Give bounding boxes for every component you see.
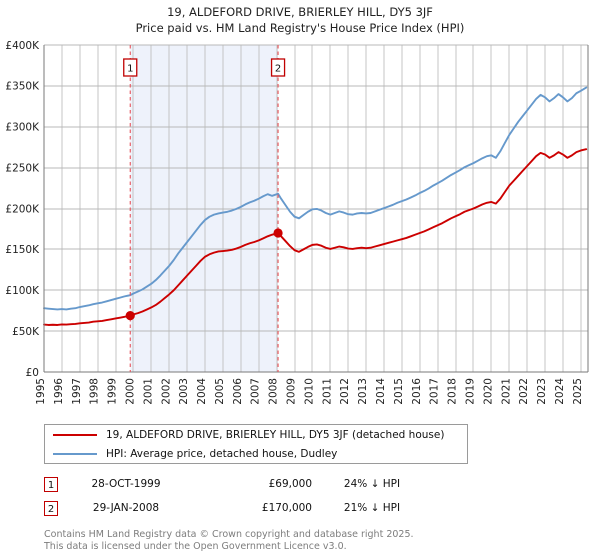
price-point-marker-2[interactable] [273, 228, 283, 238]
y-tick-label: £150K [5, 244, 40, 256]
legend-swatch-hpi [53, 452, 97, 455]
x-tick-label: 2014 [375, 378, 387, 405]
x-tick-label: 2013 [357, 378, 369, 405]
x-tick-label: 2006 [232, 378, 244, 405]
y-tick-label: £100K [5, 285, 40, 297]
x-tick-label: 2010 [303, 378, 315, 405]
x-tick-label: 2020 [482, 378, 494, 405]
transaction-date-2: 29-JAN-2008 [92, 502, 160, 514]
transaction-hpi-delta-1: 24% ↓ HPI [343, 478, 401, 490]
event-marker-label-2: 2 [275, 64, 281, 75]
x-tick-label: 1998 [89, 378, 101, 405]
chart-legend: 19, ALDEFORD DRIVE, BRIERLEY HILL, DY5 3… [44, 424, 468, 464]
table-row[interactable]: 1 28-OCT-1999 £69,000 24% ↓ HPI [44, 472, 514, 496]
x-tick-label: 1997 [71, 378, 83, 405]
y-tick-label: £400K [5, 40, 40, 52]
x-tick-label: 2005 [214, 378, 226, 405]
x-tick-label: 2008 [268, 378, 280, 405]
x-tick-label: 2015 [393, 378, 405, 405]
price-point-marker-1[interactable] [125, 310, 135, 321]
transaction-span-shading [130, 45, 279, 372]
x-tick-label: 2009 [286, 378, 298, 405]
legend-item-hpi: HPI: Average price, detached house, Dudl… [45, 444, 467, 463]
x-tick-label: 1996 [53, 378, 65, 405]
series-line-property [43, 148, 588, 326]
x-tick-label: 2023 [536, 378, 548, 405]
transaction-price-1: £69,000 [268, 478, 312, 490]
price-chart: £0 £50K £100K £150K £200K £250K £300K £350K £400… [5, 40, 589, 405]
footer-attribution: Contains HM Land Registry data © Crown c… [44, 529, 584, 552]
transaction-date-1: 28-OCT-1999 [91, 478, 161, 490]
transaction-price-2: £170,000 [261, 502, 312, 514]
transaction-hpi-delta-2: 21% ↓ HPI [343, 502, 401, 514]
x-tick-label: 2002 [160, 378, 172, 405]
transaction-badge-1: 1 [44, 476, 58, 492]
page-title: 19, ALDEFORD DRIVE, BRIERLEY HILL, DY5 3… [167, 5, 433, 19]
x-tick-label: 1995 [35, 378, 47, 405]
y-tick-label: £200K [5, 203, 40, 215]
x-tick-label: 2004 [196, 378, 208, 405]
y-tick-label: £0 [26, 367, 39, 379]
y-tick-label: £250K [5, 162, 40, 174]
x-tick-label: 2001 [142, 378, 154, 405]
series-line-hpi [43, 86, 588, 311]
footer-licence-line: This data is licensed under the Open Gov… [44, 540, 347, 552]
legend-label-property: 19, ALDEFORD DRIVE, BRIERLEY HILL, DY5 3… [106, 428, 445, 441]
event-marker-box-2[interactable] [270, 58, 286, 77]
x-tick-label: 2025 [572, 378, 584, 405]
transaction-badge-2: 2 [44, 500, 58, 516]
event-marker-label-1: 1 [127, 64, 133, 75]
legend-label-hpi: HPI: Average price, detached house, Dudl… [106, 447, 338, 460]
y-tick-label: £300K [5, 122, 40, 134]
x-tick-label: 2012 [339, 378, 351, 405]
x-tick-label: 2003 [178, 378, 190, 405]
legend-swatch-property [53, 433, 97, 436]
x-tick-label: 2017 [429, 378, 441, 405]
legend-item-property: 19, ALDEFORD DRIVE, BRIERLEY HILL, DY5 3… [45, 425, 467, 444]
event-marker-box-1[interactable] [123, 58, 138, 77]
x-tick-label: 2019 [464, 378, 476, 405]
y-tick-label: £350K [5, 81, 40, 93]
page-subtitle: Price paid vs. HM Land Registry's House … [135, 21, 465, 35]
x-tick-label: 2011 [321, 378, 333, 405]
x-tick-label: 2007 [250, 378, 262, 405]
x-tick-label: 2000 [124, 378, 136, 405]
x-tick-label: 2016 [411, 378, 423, 405]
chart-title-block: 19, ALDEFORD DRIVE, BRIERLEY HILL, DY5 3… [0, 4, 600, 36]
transactions-table: 1 28-OCT-1999 £69,000 24% ↓ HPI 2 29-JAN… [44, 472, 514, 520]
x-tick-label: 2022 [518, 378, 530, 405]
x-tick-label: 2018 [447, 378, 459, 405]
x-tick-label: 2024 [554, 378, 566, 405]
y-tick-label: £50K [12, 326, 40, 338]
table-row[interactable]: 2 29-JAN-2008 £170,000 21% ↓ HPI [44, 496, 514, 520]
footer-copyright-line: Contains HM Land Registry data © Crown c… [44, 529, 414, 540]
x-tick-label: 2021 [500, 378, 512, 405]
x-tick-label: 1999 [107, 378, 119, 405]
